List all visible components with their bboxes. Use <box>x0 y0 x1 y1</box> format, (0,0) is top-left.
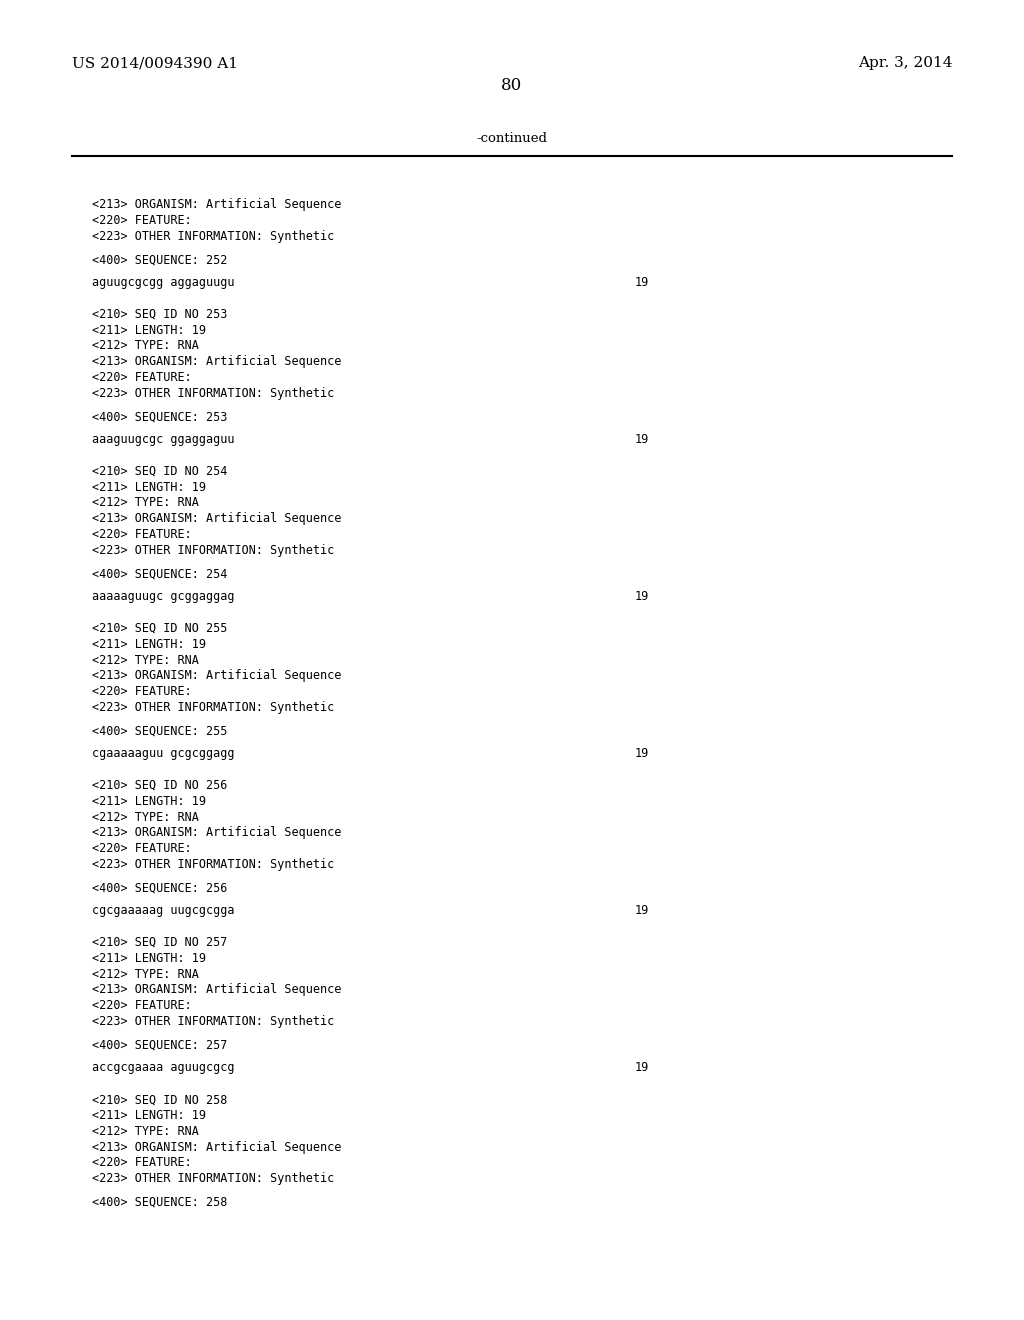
Text: <212> TYPE: RNA: <212> TYPE: RNA <box>92 339 199 352</box>
Text: <213> ORGANISM: Artificial Sequence: <213> ORGANISM: Artificial Sequence <box>92 1140 342 1154</box>
Text: aaaaaguugc gcggaggag: aaaaaguugc gcggaggag <box>92 590 234 603</box>
Text: cgcgaaaaag uugcgcgga: cgcgaaaaag uugcgcgga <box>92 904 234 917</box>
Text: <220> FEATURE:: <220> FEATURE: <box>92 842 191 855</box>
Text: <400> SEQUENCE: 254: <400> SEQUENCE: 254 <box>92 568 227 581</box>
Text: -continued: -continued <box>476 132 548 145</box>
Text: aaaguugcgc ggaggaguu: aaaguugcgc ggaggaguu <box>92 433 234 446</box>
Text: <213> ORGANISM: Artificial Sequence: <213> ORGANISM: Artificial Sequence <box>92 826 342 840</box>
Text: US 2014/0094390 A1: US 2014/0094390 A1 <box>72 57 238 70</box>
Text: cgaaaaaguu gcgcggagg: cgaaaaaguu gcgcggagg <box>92 747 234 760</box>
Text: <211> LENGTH: 19: <211> LENGTH: 19 <box>92 638 206 651</box>
Text: Apr. 3, 2014: Apr. 3, 2014 <box>858 57 952 70</box>
Text: <223> OTHER INFORMATION: Synthetic: <223> OTHER INFORMATION: Synthetic <box>92 858 335 871</box>
Text: <220> FEATURE:: <220> FEATURE: <box>92 371 191 384</box>
Text: <213> ORGANISM: Artificial Sequence: <213> ORGANISM: Artificial Sequence <box>92 512 342 525</box>
Text: <400> SEQUENCE: 255: <400> SEQUENCE: 255 <box>92 725 227 738</box>
Text: 19: 19 <box>635 276 649 289</box>
Text: <220> FEATURE:: <220> FEATURE: <box>92 685 191 698</box>
Text: <210> SEQ ID NO 253: <210> SEQ ID NO 253 <box>92 308 227 321</box>
Text: <400> SEQUENCE: 253: <400> SEQUENCE: 253 <box>92 411 227 424</box>
Text: <213> ORGANISM: Artificial Sequence: <213> ORGANISM: Artificial Sequence <box>92 983 342 997</box>
Text: <210> SEQ ID NO 255: <210> SEQ ID NO 255 <box>92 622 227 635</box>
Text: <220> FEATURE:: <220> FEATURE: <box>92 528 191 541</box>
Text: aguugcgcgg aggaguugu: aguugcgcgg aggaguugu <box>92 276 234 289</box>
Text: <400> SEQUENCE: 257: <400> SEQUENCE: 257 <box>92 1039 227 1052</box>
Text: <212> TYPE: RNA: <212> TYPE: RNA <box>92 496 199 510</box>
Text: 19: 19 <box>635 590 649 603</box>
Text: <212> TYPE: RNA: <212> TYPE: RNA <box>92 810 199 824</box>
Text: <213> ORGANISM: Artificial Sequence: <213> ORGANISM: Artificial Sequence <box>92 669 342 682</box>
Text: <213> ORGANISM: Artificial Sequence: <213> ORGANISM: Artificial Sequence <box>92 355 342 368</box>
Text: <220> FEATURE:: <220> FEATURE: <box>92 214 191 227</box>
Text: <211> LENGTH: 19: <211> LENGTH: 19 <box>92 1109 206 1122</box>
Text: <400> SEQUENCE: 252: <400> SEQUENCE: 252 <box>92 253 227 267</box>
Text: <212> TYPE: RNA: <212> TYPE: RNA <box>92 653 199 667</box>
Text: 19: 19 <box>635 1061 649 1074</box>
Text: <223> OTHER INFORMATION: Synthetic: <223> OTHER INFORMATION: Synthetic <box>92 1015 335 1028</box>
Text: <210> SEQ ID NO 256: <210> SEQ ID NO 256 <box>92 779 227 792</box>
Text: <223> OTHER INFORMATION: Synthetic: <223> OTHER INFORMATION: Synthetic <box>92 1172 335 1185</box>
Text: <211> LENGTH: 19: <211> LENGTH: 19 <box>92 952 206 965</box>
Text: 19: 19 <box>635 747 649 760</box>
Text: <223> OTHER INFORMATION: Synthetic: <223> OTHER INFORMATION: Synthetic <box>92 701 335 714</box>
Text: 19: 19 <box>635 904 649 917</box>
Text: <210> SEQ ID NO 258: <210> SEQ ID NO 258 <box>92 1093 227 1106</box>
Text: <223> OTHER INFORMATION: Synthetic: <223> OTHER INFORMATION: Synthetic <box>92 544 335 557</box>
Text: <210> SEQ ID NO 257: <210> SEQ ID NO 257 <box>92 936 227 949</box>
Text: <223> OTHER INFORMATION: Synthetic: <223> OTHER INFORMATION: Synthetic <box>92 387 335 400</box>
Text: <211> LENGTH: 19: <211> LENGTH: 19 <box>92 795 206 808</box>
Text: <211> LENGTH: 19: <211> LENGTH: 19 <box>92 323 206 337</box>
Text: <223> OTHER INFORMATION: Synthetic: <223> OTHER INFORMATION: Synthetic <box>92 230 335 243</box>
Text: 19: 19 <box>635 433 649 446</box>
Text: <220> FEATURE:: <220> FEATURE: <box>92 999 191 1012</box>
Text: 80: 80 <box>502 78 522 94</box>
Text: <212> TYPE: RNA: <212> TYPE: RNA <box>92 968 199 981</box>
Text: <212> TYPE: RNA: <212> TYPE: RNA <box>92 1125 199 1138</box>
Text: <210> SEQ ID NO 254: <210> SEQ ID NO 254 <box>92 465 227 478</box>
Text: accgcgaaaa aguugcgcg: accgcgaaaa aguugcgcg <box>92 1061 234 1074</box>
Text: <211> LENGTH: 19: <211> LENGTH: 19 <box>92 480 206 494</box>
Text: <400> SEQUENCE: 256: <400> SEQUENCE: 256 <box>92 882 227 895</box>
Text: <220> FEATURE:: <220> FEATURE: <box>92 1156 191 1170</box>
Text: <213> ORGANISM: Artificial Sequence: <213> ORGANISM: Artificial Sequence <box>92 198 342 211</box>
Text: <400> SEQUENCE: 258: <400> SEQUENCE: 258 <box>92 1196 227 1209</box>
